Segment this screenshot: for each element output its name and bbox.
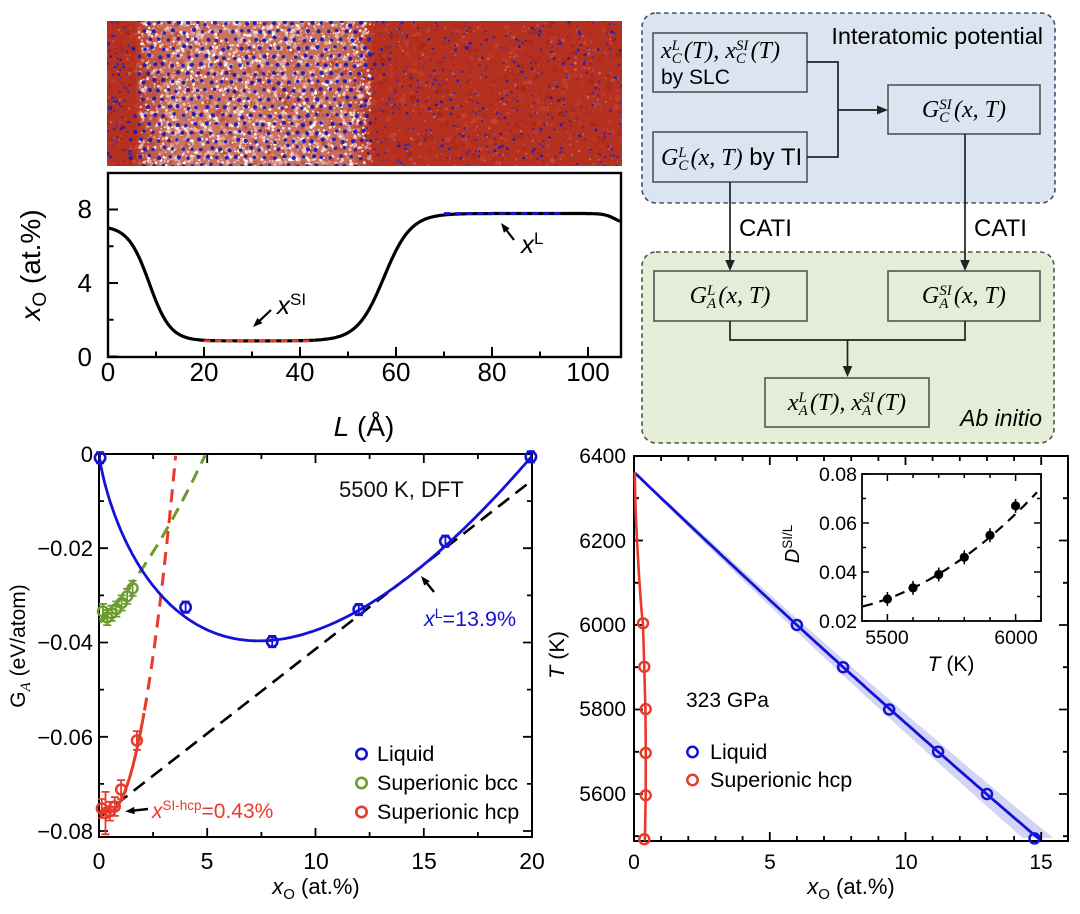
svg-text:5500 K, DFT: 5500 K, DFT <box>339 477 464 502</box>
svg-text:6000: 6000 <box>994 627 1038 649</box>
svg-text:323 GPa: 323 GPa <box>686 689 769 712</box>
svg-text:0: 0 <box>81 442 93 467</box>
svg-text:xO (at.%): xO (at.%) <box>271 874 359 903</box>
svg-text:0: 0 <box>101 357 115 387</box>
svg-text:0.06: 0.06 <box>819 513 857 535</box>
svg-text:Superionic hcp: Superionic hcp <box>710 768 852 792</box>
svg-text:Superionic bcc: Superionic bcc <box>377 771 518 795</box>
svg-text:5: 5 <box>764 851 776 874</box>
svg-text:CATI: CATI <box>974 215 1027 242</box>
svg-text:T (K): T (K) <box>928 653 975 676</box>
svg-text:0: 0 <box>628 851 640 874</box>
svg-text:0.08: 0.08 <box>819 464 857 486</box>
svg-text:8: 8 <box>78 194 92 224</box>
svg-text:GA (eV/atom): GA (eV/atom) <box>7 584 34 708</box>
svg-text:20: 20 <box>519 848 545 874</box>
svg-text:xSI: xSI <box>275 290 306 320</box>
svg-text:0.04: 0.04 <box>819 562 857 584</box>
svg-text:L (Å): L (Å) <box>334 411 395 442</box>
svg-text:100: 100 <box>566 357 609 387</box>
svg-text:GLC​(x, T) by TI: GLC​(x, T) by TI <box>661 144 802 174</box>
svg-text:xO (at.%): xO (at.%) <box>806 874 894 903</box>
svg-text:−0.06: −0.06 <box>37 725 93 750</box>
svg-text:80: 80 <box>478 357 507 387</box>
svg-text:Superionic hcp: Superionic hcp <box>377 800 519 824</box>
svg-text:Interatomic potential: Interatomic potential <box>831 23 1043 49</box>
svg-text:5500: 5500 <box>865 627 909 649</box>
svg-text:0.02: 0.02 <box>819 611 857 633</box>
svg-text:6000: 6000 <box>579 614 626 637</box>
svg-text:15: 15 <box>411 848 437 874</box>
svg-text:T (K): T (K) <box>545 631 569 679</box>
svg-text:GLA​(x, T): GLA​(x, T) <box>690 283 771 312</box>
svg-text:xO (at.%): xO (at.%) <box>15 209 51 322</box>
svg-text:Liquid: Liquid <box>710 740 767 764</box>
svg-text:5800: 5800 <box>579 698 626 721</box>
svg-text:40: 40 <box>286 357 315 387</box>
svg-text:xL: xL <box>519 229 543 259</box>
svg-text:xSI-hcp=0.43%: xSI-hcp=0.43% <box>151 798 273 823</box>
svg-text:0: 0 <box>93 848 106 874</box>
svg-text:DSI/L: DSI/L <box>780 524 804 563</box>
svg-text:5600: 5600 <box>579 783 626 806</box>
svg-text:10: 10 <box>303 848 329 874</box>
svg-text:15: 15 <box>1029 851 1052 874</box>
svg-text:CATI: CATI <box>739 215 792 242</box>
svg-text:−0.08: −0.08 <box>37 819 93 844</box>
svg-text:20: 20 <box>190 357 219 387</box>
svg-text:4: 4 <box>78 268 92 298</box>
svg-text:Liquid: Liquid <box>377 742 434 766</box>
svg-text:6400: 6400 <box>579 445 626 468</box>
svg-text:60: 60 <box>382 357 411 387</box>
svg-text:−0.02: −0.02 <box>37 536 93 561</box>
svg-text:10: 10 <box>894 851 917 874</box>
svg-text:0: 0 <box>78 342 92 372</box>
svg-text:−0.04: −0.04 <box>37 630 93 655</box>
svg-text:by SLC: by SLC <box>661 66 730 89</box>
svg-text:Ab initio: Ab initio <box>958 405 1042 431</box>
svg-text:6200: 6200 <box>579 530 626 553</box>
svg-text:xL=13.9%: xL=13.9% <box>423 605 516 631</box>
svg-text:5: 5 <box>201 848 214 874</box>
